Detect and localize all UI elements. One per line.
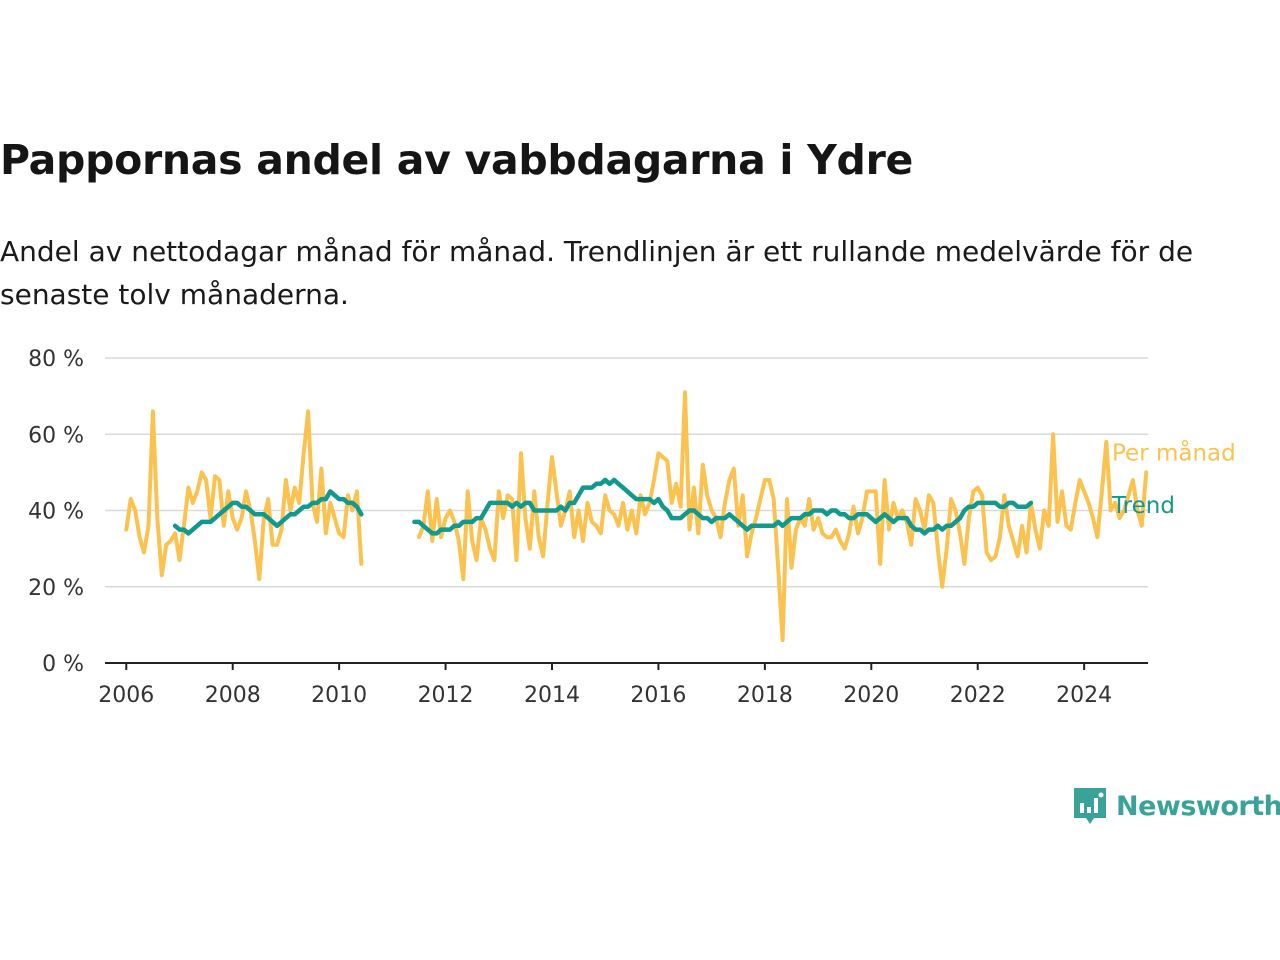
legend-label: Trend — [1111, 493, 1175, 519]
line-chart: 0 % 20 % 40 % 60 % 80 % 2006 2008 2010 2012 2014… — [28, 347, 1236, 708]
x-tick-label: 2008 — [205, 683, 261, 708]
newsworthy-brand: Newsworthy — [1072, 784, 1280, 828]
brand-name: Newsworthy — [1116, 790, 1280, 822]
y-tick-label: 40 % — [28, 500, 84, 525]
series-line-1 — [412, 477, 1034, 536]
y-tick-label: 20 % — [28, 576, 84, 601]
x-tick-label: 2014 — [524, 683, 580, 708]
legend: Per månad Trend — [1111, 438, 1236, 519]
x-tick-label: 2018 — [737, 683, 793, 708]
series-line-1 — [172, 489, 364, 536]
y-tick-label: 0 % — [42, 652, 84, 677]
x-tick-label: 2024 — [1056, 683, 1112, 708]
y-axis-ticks: 0 % 20 % 40 % 60 % 80 % — [28, 347, 84, 677]
chart-subtitle: Andel av nettodagar månad för månad. Tre… — [0, 235, 1194, 311]
y-tick-label: 80 % — [28, 347, 84, 372]
x-tick-label: 2012 — [418, 683, 474, 708]
gridlines — [105, 357, 1148, 588]
x-tick-label: 2016 — [630, 683, 686, 708]
legend-label: Per månad — [1112, 438, 1236, 466]
x-axis: 2006 2008 2010 2012 2014 2016 2018 2020 2022 2024 — [98, 662, 1148, 708]
x-tick-label: 2006 — [98, 683, 154, 708]
x-tick-label: 2022 — [950, 683, 1006, 708]
x-tick-label: 2010 — [311, 683, 367, 708]
newsworthy-logo-icon — [1074, 788, 1106, 824]
chart-title: Pappornas andel av vabbdagarna i Ydre — [0, 136, 914, 184]
y-tick-label: 60 % — [28, 423, 84, 448]
series-line-0 — [417, 390, 1149, 643]
series-lines — [124, 390, 1149, 643]
x-tick-label: 2020 — [843, 683, 899, 708]
